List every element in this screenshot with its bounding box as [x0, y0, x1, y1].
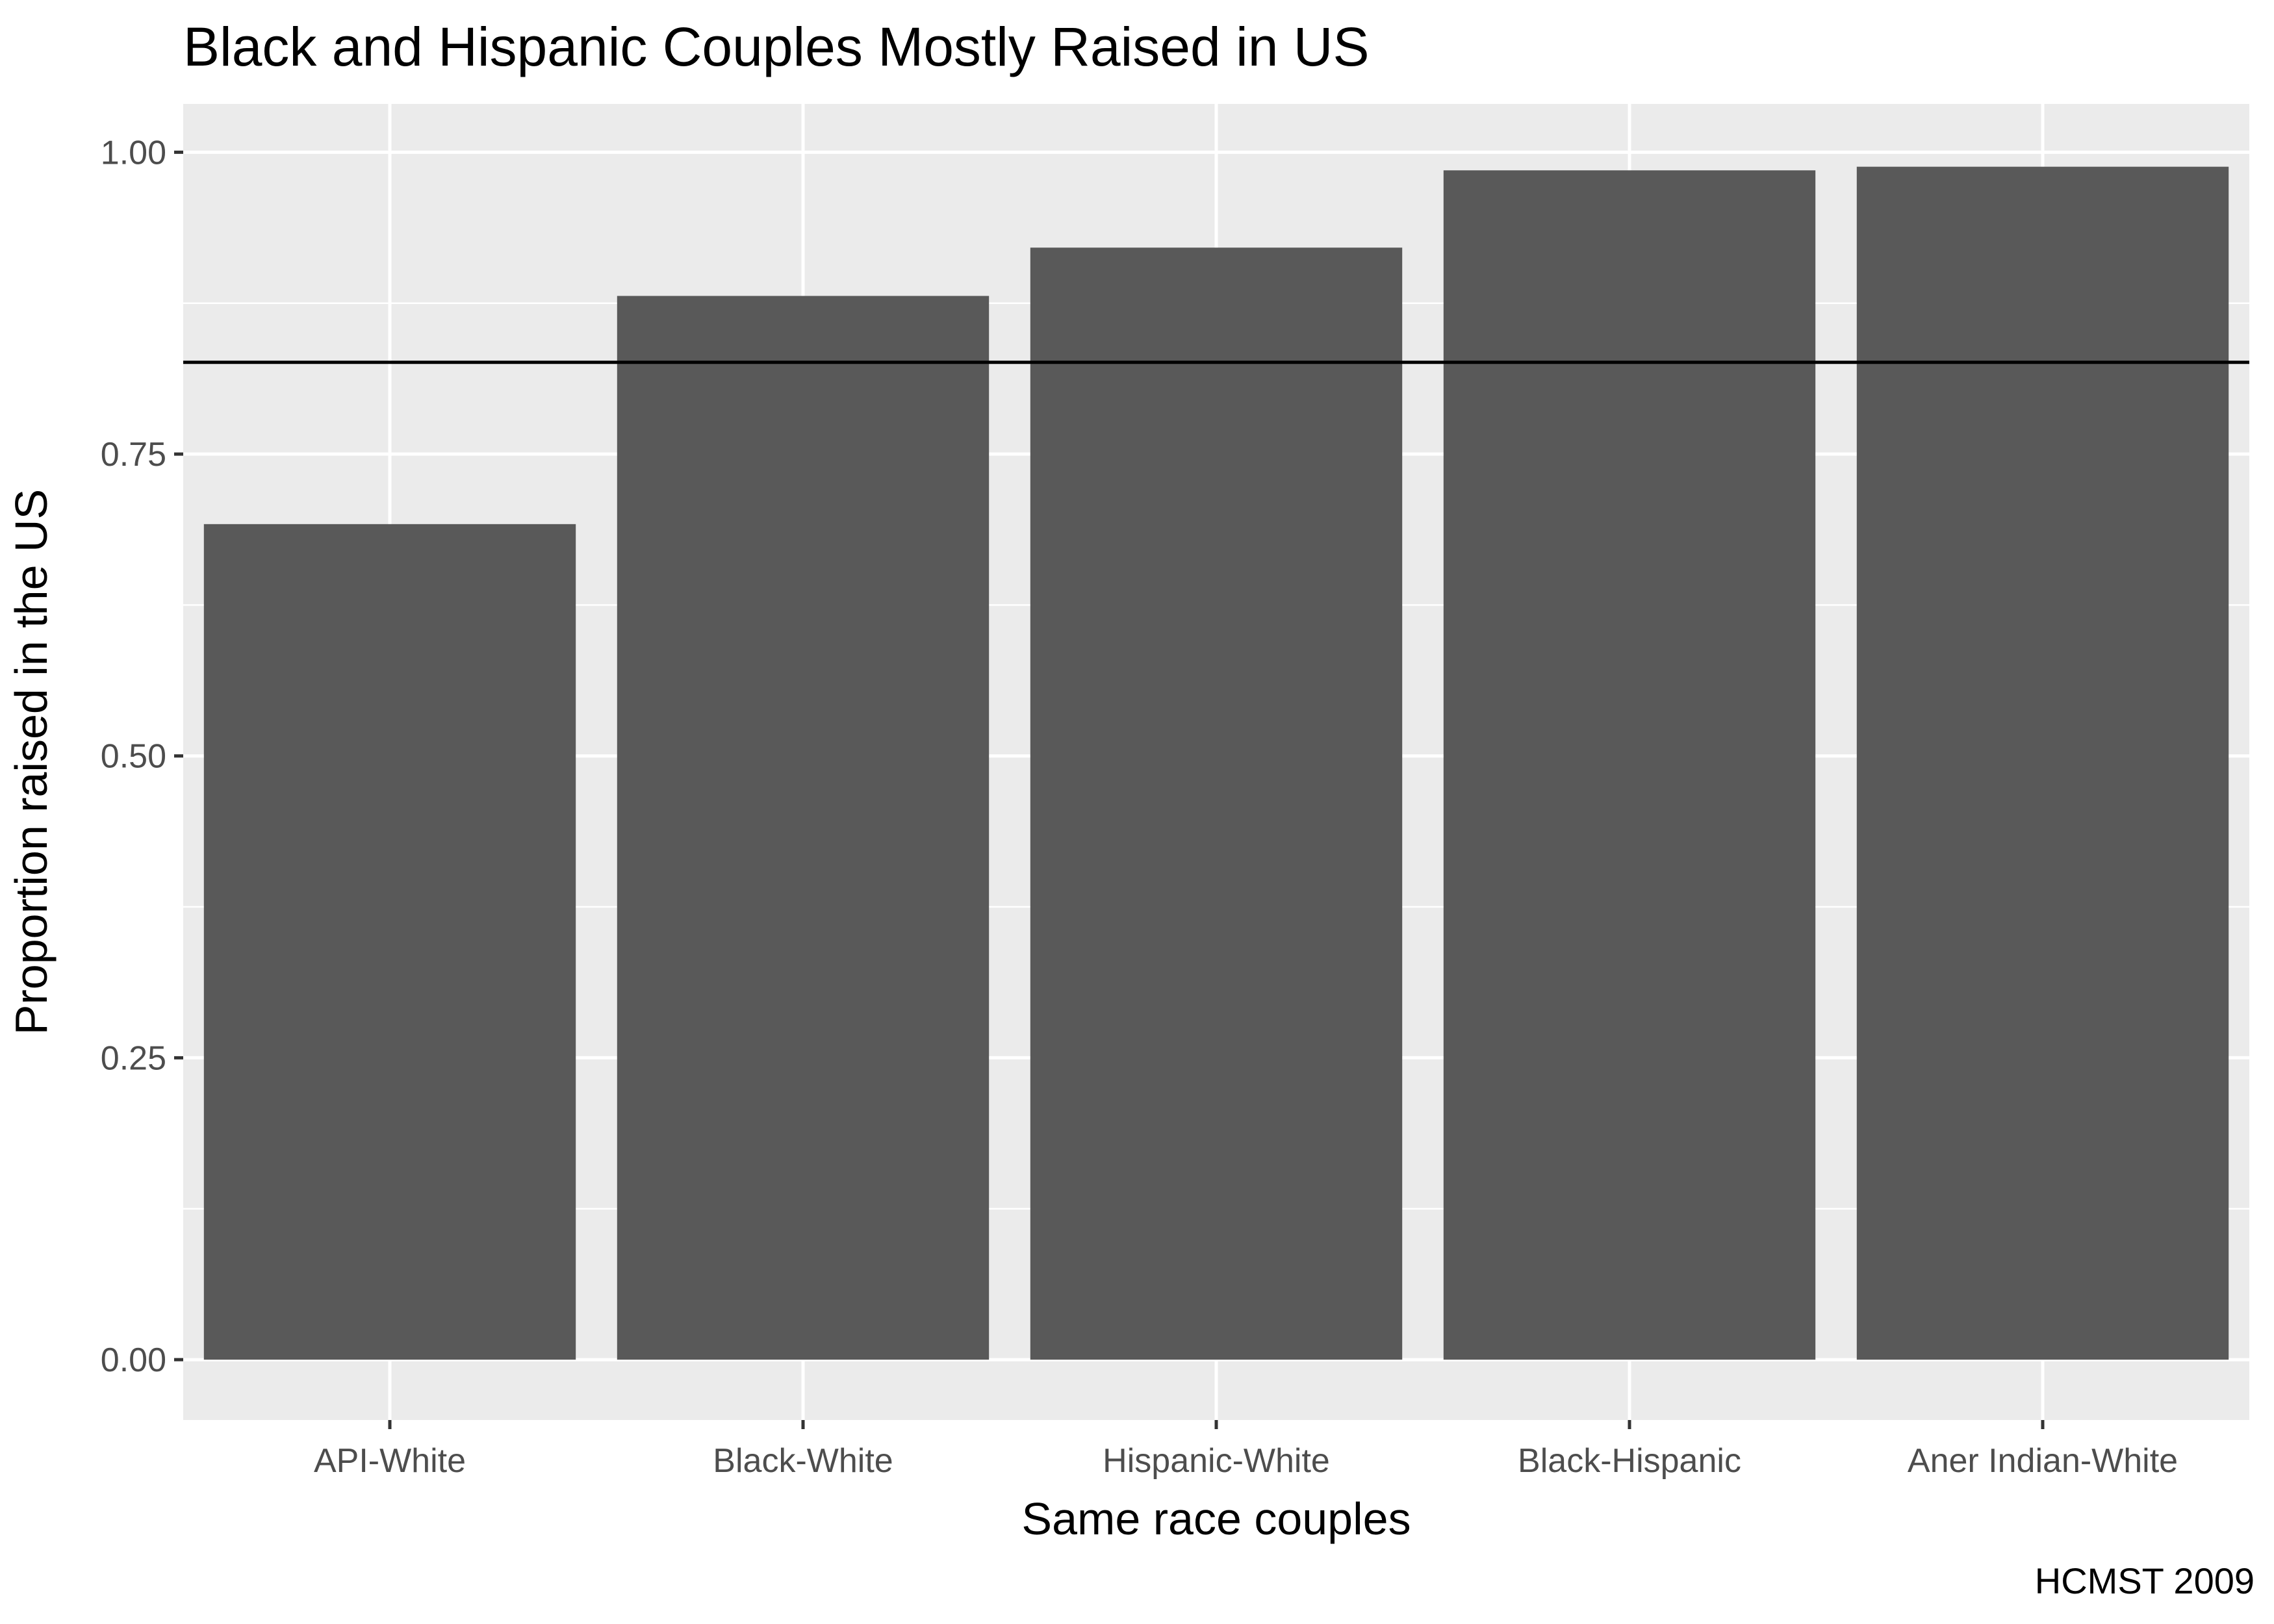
x-axis: API-White Black-White Hispanic-White Black-…	[314, 1420, 2178, 1480]
chart-title: Black and Hispanic Couples Mostly Raised…	[183, 16, 1370, 77]
y-axis: 0.00 0.25 0.50 0.75 1.00	[101, 134, 183, 1379]
y-tick-label: 0.00	[101, 1341, 166, 1379]
bar-api-white	[203, 524, 576, 1360]
x-tick-label: Hispanic-White	[1103, 1442, 1330, 1480]
x-tick-label: API-White	[314, 1442, 466, 1480]
bar-aner-indian-white	[1856, 166, 2229, 1360]
bar-hispanic-white	[1030, 247, 1403, 1360]
x-tick-label: Black-Hispanic	[1518, 1442, 1741, 1480]
y-tick-label: 0.25	[101, 1039, 166, 1077]
bar-black-hispanic	[1443, 170, 1816, 1360]
bars	[203, 166, 2229, 1360]
x-tick-label: Aner Indian-White	[1908, 1442, 2178, 1480]
chart-caption: HCMST 2009	[2034, 1560, 2255, 1601]
x-axis-title: Same race couples	[1021, 1493, 1411, 1544]
y-tick-label: 0.50	[101, 738, 166, 776]
y-tick-label: 0.75	[101, 436, 166, 474]
y-tick-label: 1.00	[101, 134, 166, 171]
x-tick-label: Black-White	[713, 1442, 893, 1480]
bar-black-white	[617, 296, 990, 1360]
y-axis-title: Proportion raised in the US	[6, 489, 57, 1035]
